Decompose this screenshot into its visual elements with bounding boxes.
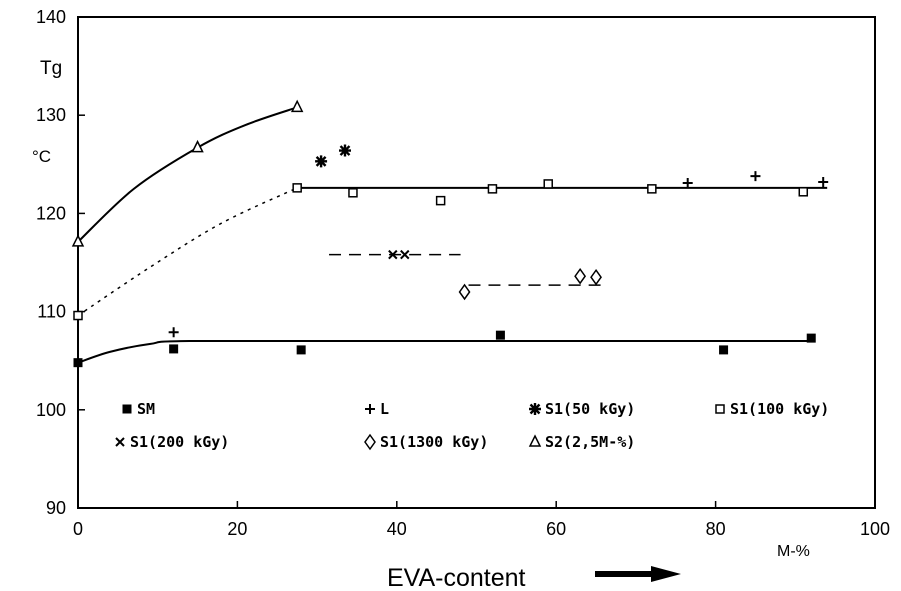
x-tick-label-40: 40 [387, 519, 407, 539]
point-4-7 [647, 184, 657, 194]
legend-marker-6 [364, 433, 376, 451]
legend-label-1: SM [137, 400, 155, 418]
point-2-3 [750, 171, 761, 182]
y-tick-label-100: 100 [36, 400, 66, 420]
point-5-2 [400, 249, 410, 260]
point-4-2 [292, 183, 302, 193]
legend-marker-4 [715, 404, 725, 414]
point-1-3 [296, 345, 306, 355]
y-axis-unit: °C [32, 147, 51, 166]
point-3-2 [338, 144, 351, 157]
point-3-1 [315, 155, 328, 168]
y-axis-ticks: 90 100 110 120 130 140 [36, 7, 85, 518]
point-2-4 [818, 176, 829, 187]
legend-label-4: S1(100 kGy) [730, 400, 829, 418]
point-4-6 [543, 179, 553, 189]
x-axis-ticks: 0 20 40 60 80 100 [73, 501, 890, 539]
point-7-1 [71, 234, 85, 247]
point-1-1 [73, 358, 83, 368]
legend-marker-5 [115, 437, 125, 447]
y-tick-label-110: 110 [37, 302, 66, 322]
x-tick-label-100: 100 [860, 519, 890, 539]
point-2-2 [682, 177, 693, 188]
x-tick-label-20: 20 [227, 519, 247, 539]
legend-label-2: L [380, 400, 389, 418]
arrow-icon [595, 566, 681, 582]
point-7-2 [191, 139, 204, 153]
fit-curve-2 [77, 187, 298, 317]
x-axis-label: EVA-content [387, 564, 526, 591]
plot-frame [77, 16, 876, 509]
y-tick-label-130: 130 [36, 105, 66, 125]
data-points [71, 99, 829, 368]
legend-label-6: S1(1300 kGy) [380, 433, 488, 451]
point-4-1 [73, 310, 83, 321]
y-tick-label-120: 120 [36, 203, 66, 223]
x-axis-unit: M-% [777, 543, 810, 560]
legend-marker-7 [528, 434, 542, 447]
fit-curve-1 [77, 106, 298, 243]
point-4-4 [435, 195, 446, 206]
fit-curves [77, 106, 828, 364]
legend-label-7: S2(2,5M-%) [545, 433, 635, 451]
point-1-4 [495, 330, 505, 340]
legend: SM L S1(50 kGy) S1(100 kGy) S1(200 kGy) S1(13… [115, 400, 829, 451]
y-tick-label-90: 90 [46, 498, 66, 518]
point-1-6 [806, 333, 816, 343]
point-6-2 [574, 267, 587, 285]
fit-curve-4 [77, 339, 812, 364]
legend-label-5: S1(200 kGy) [130, 433, 229, 451]
legend-label-3: S1(50 kGy) [545, 400, 635, 418]
point-6-1 [458, 283, 471, 301]
point-6-3 [590, 268, 602, 286]
legend-marker-2 [365, 404, 375, 414]
point-4-5 [487, 184, 498, 194]
x-tick-label-60: 60 [546, 519, 566, 539]
x-tick-label-0: 0 [73, 519, 83, 539]
point-7-3 [290, 99, 304, 113]
point-1-5 [719, 345, 729, 355]
x-tick-label-80: 80 [706, 519, 726, 539]
y-axis-label: Tg [40, 58, 62, 79]
y-tick-label-140: 140 [36, 7, 66, 27]
point-5-1 [388, 249, 398, 260]
point-4-3 [348, 188, 358, 198]
legend-marker-3 [529, 403, 541, 415]
point-1-2 [169, 344, 179, 354]
point-4-8 [798, 187, 809, 197]
legend-marker-1 [122, 404, 132, 414]
point-2-1 [168, 327, 179, 338]
